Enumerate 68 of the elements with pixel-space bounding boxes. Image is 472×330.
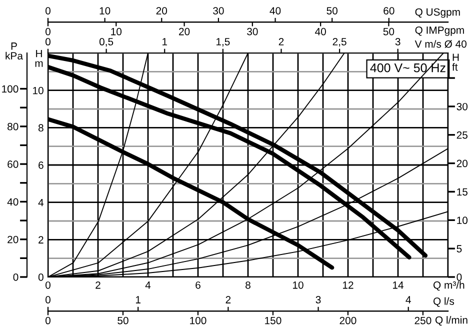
x-tick-label: 10	[100, 7, 110, 14]
x-tick-label: 0	[46, 281, 50, 289]
y-tick-label: 100	[2, 85, 18, 93]
y-tick-label: 15	[457, 188, 468, 196]
y-tick-label: 6	[38, 162, 44, 169]
y-tick-label: 10	[33, 86, 44, 94]
y-tick-label: 0	[13, 274, 18, 281]
y-tick-label: 5	[456, 245, 462, 252]
x-tick-label: 4	[145, 282, 151, 289]
x2-axis-title: Q IMPgpm	[415, 26, 464, 36]
x2-tick-label: 2	[278, 38, 284, 46]
x2-tick-label: 50	[118, 316, 128, 324]
y-tick-label: 2	[38, 236, 44, 244]
x-tick-label: 40	[270, 7, 281, 14]
x2-tick-label: 0	[46, 28, 50, 36]
x-tick-label: 50	[326, 7, 338, 14]
y-tick-label: 0	[456, 274, 462, 281]
x-axis-title: Q m³/h	[433, 281, 464, 291]
x-tick-label: 3	[316, 296, 321, 304]
x2-axis-title: V m/s Ø 40	[414, 40, 466, 48]
y-tick-label: 40	[7, 198, 18, 206]
x2-tick-label: 100	[190, 316, 206, 324]
x2-tick-label: 2,5	[332, 38, 346, 47]
y-tick-label: 20	[8, 236, 18, 244]
y-axis-title: H m	[35, 50, 43, 67]
x-tick-label: 10	[293, 281, 304, 289]
y-axis-title: H ft	[452, 54, 459, 71]
x-tick-label: 0	[46, 296, 50, 304]
x2-axis-title: Q l/min	[435, 316, 468, 326]
x-tick-label: 4	[406, 296, 411, 304]
y-tick-label: 80	[8, 122, 18, 130]
x-tick-label: 20	[156, 7, 168, 14]
y-axis-title: P kPa	[6, 42, 23, 60]
x-tick-label: 60	[384, 7, 394, 14]
x2-tick-label: 1,5	[216, 38, 230, 47]
x-axis-title: Q USgpm	[415, 8, 460, 18]
x-tick-label: 2	[96, 281, 100, 289]
y-tick-label: 25	[456, 131, 468, 139]
x2-tick-label: 40	[315, 28, 326, 36]
x-tick-label: 6	[196, 281, 200, 289]
x2-tick-label: 0	[46, 38, 50, 46]
y-tick-label: 10	[457, 216, 468, 224]
annotation: 400 V~ 50 Hz	[370, 63, 446, 72]
y-tick-label: 30	[456, 102, 468, 110]
x-tick-label: 2	[226, 296, 231, 304]
x2-tick-label: 1	[162, 38, 168, 46]
x-tick-label: 0	[46, 7, 50, 14]
x-tick-label: 8	[246, 281, 250, 289]
x2-tick-label: 150	[265, 316, 282, 324]
x-tick-label: 1	[136, 296, 140, 304]
x2-tick-label: 200	[340, 316, 356, 324]
x2-tick-label: 20	[179, 28, 190, 36]
x2-tick-label: 250	[414, 316, 432, 324]
y-tick-label: 20	[456, 160, 468, 168]
x2-tick-label: 0	[46, 316, 50, 324]
x2-tick-label: 10	[111, 28, 122, 36]
x2-tick-label: 50	[383, 28, 394, 36]
y-tick-label: 4	[38, 198, 44, 206]
x-axis-title: Q l/s	[433, 297, 454, 307]
x2-tick-label: 0,5	[99, 38, 114, 47]
y-tick-label: 60	[8, 160, 18, 168]
x2-tick-label: 30	[247, 28, 258, 36]
x-tick-label: 30	[213, 7, 224, 14]
x-tick-label: 14	[393, 282, 404, 289]
x2-tick-label: 3	[395, 38, 400, 46]
y-tick-label: 0	[38, 274, 44, 281]
y-tick-label: 8	[38, 124, 44, 132]
x-tick-label: 12	[343, 281, 354, 289]
